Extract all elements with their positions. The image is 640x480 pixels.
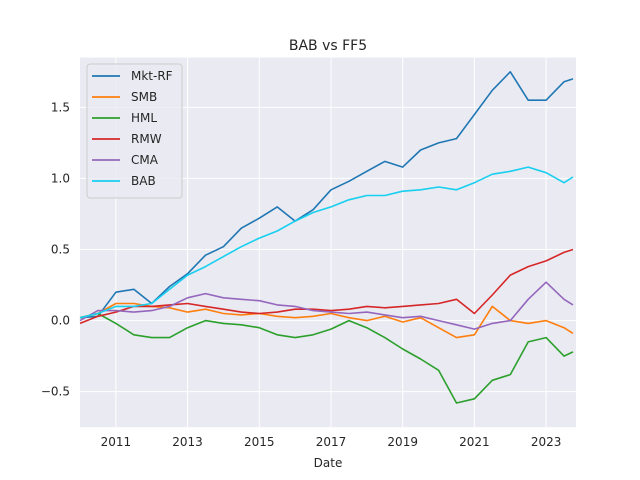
grid [80,57,576,428]
x-tick-label: 2015 [244,435,275,449]
x-tick-label: 2013 [172,435,203,449]
y-axis-ticks: −0.5 0.0 0.5 1.0 1.5 [41,100,70,398]
series-line-cma [79,281,574,330]
legend-label: CMA [131,153,159,167]
y-tick-label: 1.0 [51,171,70,185]
chart-title: BAB vs FF5 [289,38,367,54]
series-line-hml [79,312,574,404]
legend-label: Mkt-RF [131,69,173,83]
legend-label: BAB [131,174,156,188]
legend: Mkt-RF SMB HML RMW CMA BAB [86,63,183,199]
series-line-rmw [79,248,574,325]
x-tick-label: 2017 [316,435,347,449]
legend-label: SMB [131,90,157,104]
series-line-mkt-rf [79,71,574,319]
x-tick-label: 2011 [101,435,132,449]
y-tick-label: 1.5 [51,100,70,114]
y-tick-label: −0.5 [41,385,70,399]
x-tick-label: 2023 [531,435,562,449]
legend-label: RMW [131,132,162,146]
y-tick-label: 0.5 [51,243,70,257]
x-tick-label: 2021 [459,435,490,449]
y-tick-label: 0.0 [51,314,70,328]
legend-label: HML [131,111,157,125]
x-tick-label: 2019 [387,435,418,449]
series-group [79,71,574,404]
series-line-bab [79,166,574,319]
x-axis-ticks: 2011 2013 2015 2017 2019 2021 2023 [101,435,562,449]
x-axis-label: Date [314,456,343,470]
